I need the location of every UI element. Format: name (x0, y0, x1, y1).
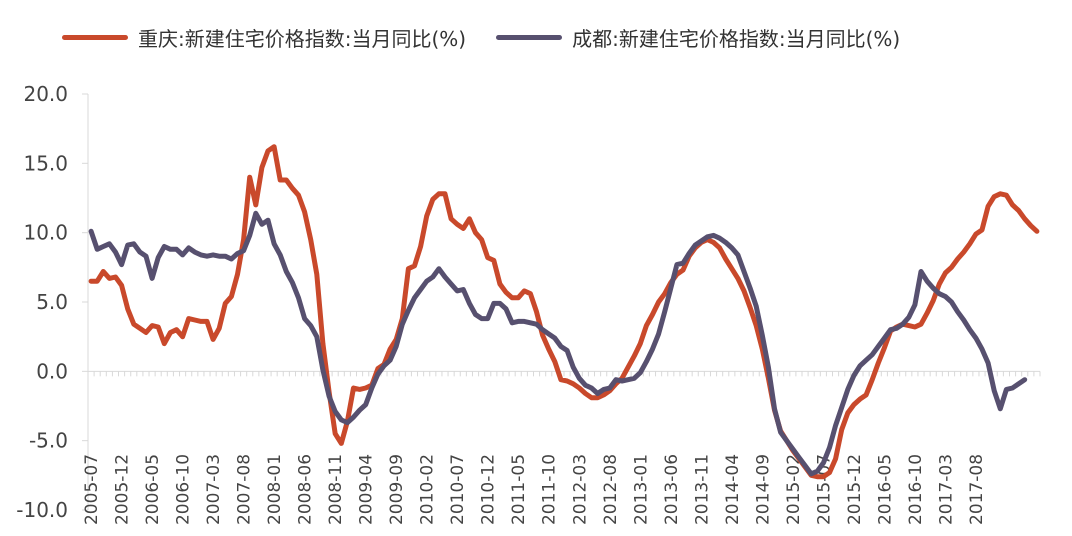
y-tick-label: 20.0 (23, 82, 68, 106)
x-tick-label: 2007-08 (235, 454, 255, 525)
x-tick-label: 2008-06 (296, 454, 316, 525)
x-tick-label: 2011-05 (509, 454, 529, 525)
x-axis: 2005-07 2005-12 2006-05 2006-10 2007-03 2007-… (82, 370, 1041, 525)
x-tick-label: 2010-07 (448, 454, 468, 525)
x-tick-label: 2005-07 (82, 454, 102, 525)
legend-swatch-chengdu (496, 34, 563, 40)
y-tick-label: 15.0 (23, 151, 68, 175)
x-tick-label: 2014-09 (753, 454, 773, 525)
x-tick-label: 2012-03 (570, 454, 590, 525)
x-tick-label: 2008-11 (326, 454, 346, 525)
y-axis: -10.0 -5.0 0.0 5.0 10.0 15.0 20.0 (16, 82, 89, 522)
x-tick-label: 2013-01 (631, 454, 651, 525)
x-tick-label: 2008-01 (265, 454, 285, 525)
y-tick-label: -5.0 (29, 429, 68, 453)
x-tick-label: 2011-10 (540, 454, 560, 525)
y-tick-label: 0.0 (36, 359, 68, 383)
x-tick-label: 2012-08 (601, 454, 621, 525)
x-tick-label: 2015-02 (784, 454, 804, 525)
x-tick-label: 2006-10 (174, 454, 194, 525)
legend-item-chongqing: 重庆:新建住宅价格指数:当月同比(%) (62, 23, 466, 52)
x-tick-label: 2016-10 (906, 454, 926, 525)
series-line-chongqing (88, 144, 1040, 480)
x-tick-label: 2010-12 (479, 454, 499, 525)
x-tick-label: 2005-12 (113, 454, 133, 525)
series-line-chengdu (88, 210, 1028, 477)
x-tick-label: 2006-05 (143, 454, 163, 525)
legend-swatch-chongqing (62, 34, 128, 40)
x-tick-label: 2017-03 (936, 454, 956, 525)
legend-label-chongqing: 重庆:新建住宅价格指数:当月同比(%) (138, 26, 467, 51)
x-tick-label: 2017-08 (967, 454, 987, 525)
x-tick-label: 2014-04 (723, 454, 743, 525)
x-tick-label: 2016-05 (875, 454, 895, 525)
legend: 重庆:新建住宅价格指数:当月同比(%) 成都:新建住宅价格指数:当月同比(%) (62, 22, 930, 52)
x-tick-label: 2009-04 (357, 454, 377, 525)
y-tick-label: 5.0 (36, 290, 68, 314)
x-tick-label: 2009-09 (387, 454, 407, 525)
x-tick-label: 2015-12 (845, 454, 865, 525)
legend-item-chengdu: 成都:新建住宅价格指数:当月同比(%) (496, 23, 900, 52)
y-tick-label: -10.0 (16, 498, 68, 522)
series-lines (88, 144, 1040, 480)
x-tick-label: 2013-11 (692, 454, 712, 525)
legend-label-chengdu: 成都:新建住宅价格指数:当月同比(%) (572, 26, 901, 51)
x-tick-label: 2007-03 (204, 454, 224, 525)
y-tick-label: 10.0 (23, 221, 68, 245)
x-tick-label: 2013-06 (662, 454, 682, 525)
x-tick-label: 2010-02 (418, 454, 438, 525)
